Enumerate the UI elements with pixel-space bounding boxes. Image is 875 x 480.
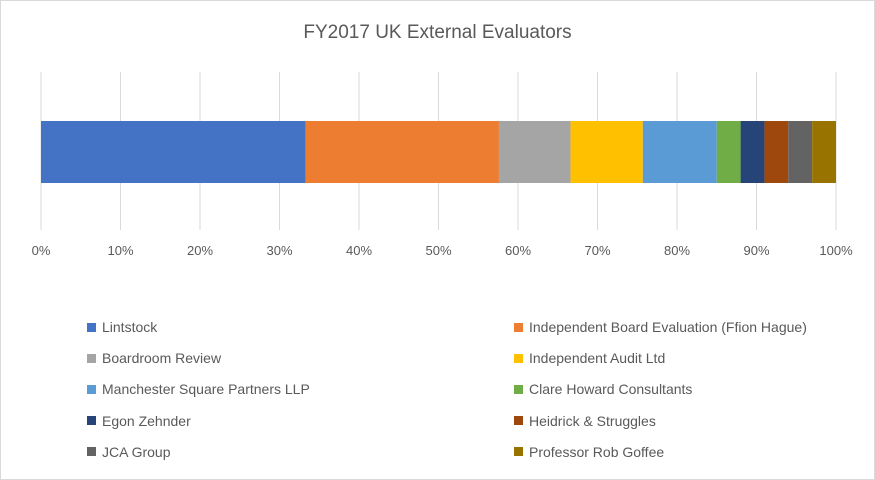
bar-segment-2 — [305, 121, 499, 183]
x-axis-tick-labels: 0% 10% 20% 30% 40% 50% 60% 70% 80% 90% 100% — [32, 243, 853, 258]
bar-segment-4 — [570, 121, 643, 183]
bar-segment-3 — [498, 121, 571, 183]
bar-segment-9 — [788, 121, 813, 183]
stacked-bar — [41, 121, 836, 183]
x-tick-label: 40% — [346, 243, 372, 258]
x-tick-label: 50% — [425, 243, 451, 258]
x-tick-label: 90% — [743, 243, 769, 258]
x-tick-label: 10% — [107, 243, 133, 258]
x-tick-label: 20% — [187, 243, 213, 258]
bar-segment-10 — [812, 121, 836, 183]
x-tick-label: 60% — [505, 243, 531, 258]
x-tick-label: 30% — [266, 243, 292, 258]
x-tick-label: 80% — [664, 243, 690, 258]
bar-segment-8 — [764, 121, 789, 183]
x-tick-label: 0% — [32, 243, 51, 258]
chart-title: FY2017 UK External Evaluators — [303, 22, 572, 43]
bar-segment-7 — [740, 121, 765, 183]
x-tick-label: 70% — [584, 243, 610, 258]
bar-segment-6 — [716, 121, 741, 183]
bar-segment-5 — [642, 121, 717, 183]
x-tick-label: 100% — [819, 243, 853, 258]
bar-segment-1 — [41, 121, 306, 183]
